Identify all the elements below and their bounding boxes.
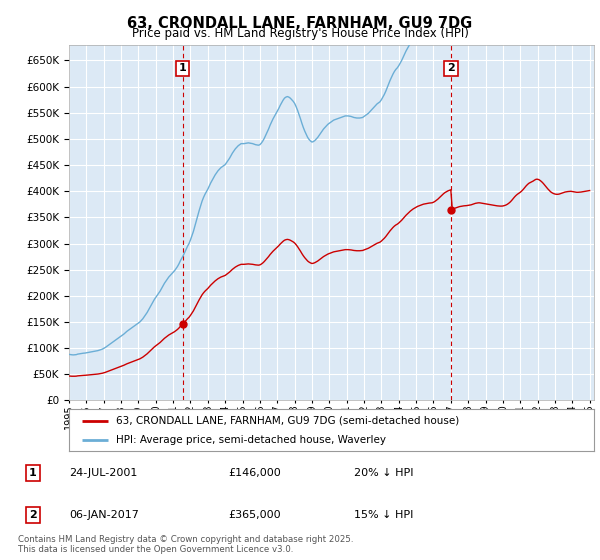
Text: 15% ↓ HPI: 15% ↓ HPI	[354, 510, 413, 520]
Text: HPI: Average price, semi-detached house, Waverley: HPI: Average price, semi-detached house,…	[116, 435, 386, 445]
Text: 63, CRONDALL LANE, FARNHAM, GU9 7DG: 63, CRONDALL LANE, FARNHAM, GU9 7DG	[127, 16, 473, 31]
Text: Price paid vs. HM Land Registry's House Price Index (HPI): Price paid vs. HM Land Registry's House …	[131, 27, 469, 40]
Text: 06-JAN-2017: 06-JAN-2017	[69, 510, 139, 520]
Text: 2: 2	[447, 63, 455, 73]
Text: £365,000: £365,000	[228, 510, 281, 520]
Text: 20% ↓ HPI: 20% ↓ HPI	[354, 468, 413, 478]
Text: 2: 2	[29, 510, 37, 520]
Text: 1: 1	[29, 468, 37, 478]
Text: 24-JUL-2001: 24-JUL-2001	[69, 468, 137, 478]
Text: 63, CRONDALL LANE, FARNHAM, GU9 7DG (semi-detached house): 63, CRONDALL LANE, FARNHAM, GU9 7DG (sem…	[116, 416, 460, 426]
Text: Contains HM Land Registry data © Crown copyright and database right 2025.
This d: Contains HM Land Registry data © Crown c…	[18, 535, 353, 554]
Text: £146,000: £146,000	[228, 468, 281, 478]
Text: 1: 1	[179, 63, 187, 73]
